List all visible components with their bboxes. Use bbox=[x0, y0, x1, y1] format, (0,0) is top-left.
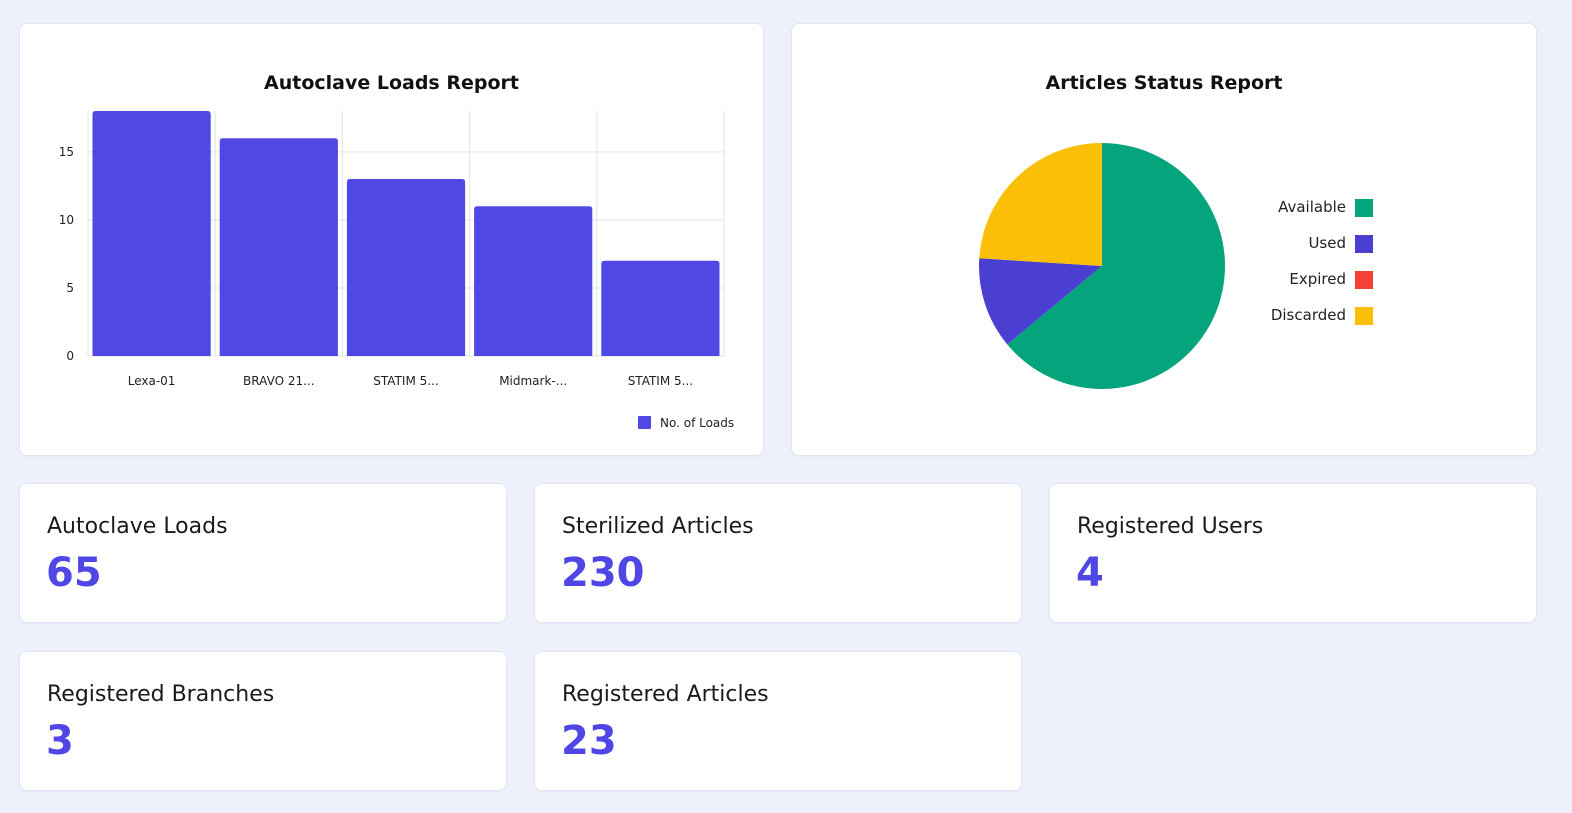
bar-5[interactable] bbox=[601, 260, 720, 356]
legend-swatch-used bbox=[1355, 235, 1373, 253]
articles-status-report-card: Articles Status Report Available Used Expi… bbox=[791, 23, 1537, 456]
stat-value: 230 bbox=[561, 550, 645, 596]
y-tick-label: 0 bbox=[66, 349, 74, 363]
stat-value: 23 bbox=[561, 718, 617, 764]
registered-branches-stat-card[interactable]: Registered Branches 3 bbox=[19, 651, 507, 791]
stat-value: 65 bbox=[46, 550, 102, 596]
y-tick-label: 10 bbox=[59, 213, 74, 227]
x-tick-label: STATIM 5... bbox=[373, 374, 438, 388]
bar-3[interactable] bbox=[346, 179, 466, 356]
legend-label-available: Available bbox=[1278, 198, 1346, 216]
pie-slice-discarded[interactable] bbox=[979, 143, 1102, 266]
y-tick-label: 15 bbox=[59, 145, 74, 159]
stat-label: Registered Articles bbox=[562, 682, 769, 707]
legend-label-no-of-loads: No. of Loads bbox=[660, 416, 734, 430]
legend-swatch-available bbox=[1355, 199, 1373, 217]
stat-label: Autoclave Loads bbox=[47, 514, 228, 539]
stat-label: Registered Branches bbox=[47, 682, 275, 707]
autoclave-loads-bar-chart: 0 5 10 15 Lexa-01 BRAVO 21... STATIM 5... Midma… bbox=[59, 111, 734, 430]
autoclave-loads-stat-card[interactable]: Autoclave Loads 65 bbox=[19, 483, 507, 623]
stat-value: 4 bbox=[1076, 550, 1104, 596]
stat-label: Registered Users bbox=[1077, 514, 1264, 539]
bar-1[interactable] bbox=[92, 111, 211, 356]
pie-chart-title: Articles Status Report bbox=[1045, 72, 1283, 94]
legend-label-expired: Expired bbox=[1289, 270, 1346, 288]
legend-swatch-no-of-loads bbox=[638, 416, 651, 429]
pie-slice-used[interactable] bbox=[979, 258, 1102, 345]
y-tick-label: 5 bbox=[66, 281, 74, 295]
x-tick-label: Midmark-... bbox=[499, 374, 567, 388]
bar-legend[interactable]: No. of Loads bbox=[638, 416, 734, 430]
autoclave-loads-report-card: Autoclave Loads Report 0 5 10 15 Lexa-01 BRAV… bbox=[19, 23, 764, 456]
articles-status-pie-chart: Available Used Expired Discarded bbox=[979, 143, 1373, 389]
legend-label-used: Used bbox=[1308, 234, 1346, 252]
x-tick-label: STATIM 5... bbox=[628, 374, 693, 388]
stat-label: Sterilized Articles bbox=[562, 514, 754, 539]
sterilized-articles-stat-card[interactable]: Sterilized Articles 230 bbox=[534, 483, 1022, 623]
stat-value: 3 bbox=[46, 718, 74, 764]
pie-slice-available[interactable] bbox=[1007, 143, 1225, 389]
registered-articles-stat-card[interactable]: Registered Articles 23 bbox=[534, 651, 1022, 791]
bar-2[interactable] bbox=[219, 138, 338, 356]
bar-chart-title: Autoclave Loads Report bbox=[264, 72, 519, 94]
legend-label-discarded: Discarded bbox=[1271, 306, 1346, 324]
x-tick-label: Lexa-01 bbox=[128, 374, 176, 388]
legend-swatch-expired bbox=[1355, 271, 1373, 289]
bar-4[interactable] bbox=[474, 206, 593, 356]
x-tick-label: BRAVO 21... bbox=[243, 374, 315, 388]
legend-swatch-discarded bbox=[1355, 307, 1373, 325]
registered-users-stat-card[interactable]: Registered Users 4 bbox=[1049, 483, 1537, 623]
pie-legend[interactable]: Available Used Expired Discarded bbox=[1271, 198, 1373, 325]
